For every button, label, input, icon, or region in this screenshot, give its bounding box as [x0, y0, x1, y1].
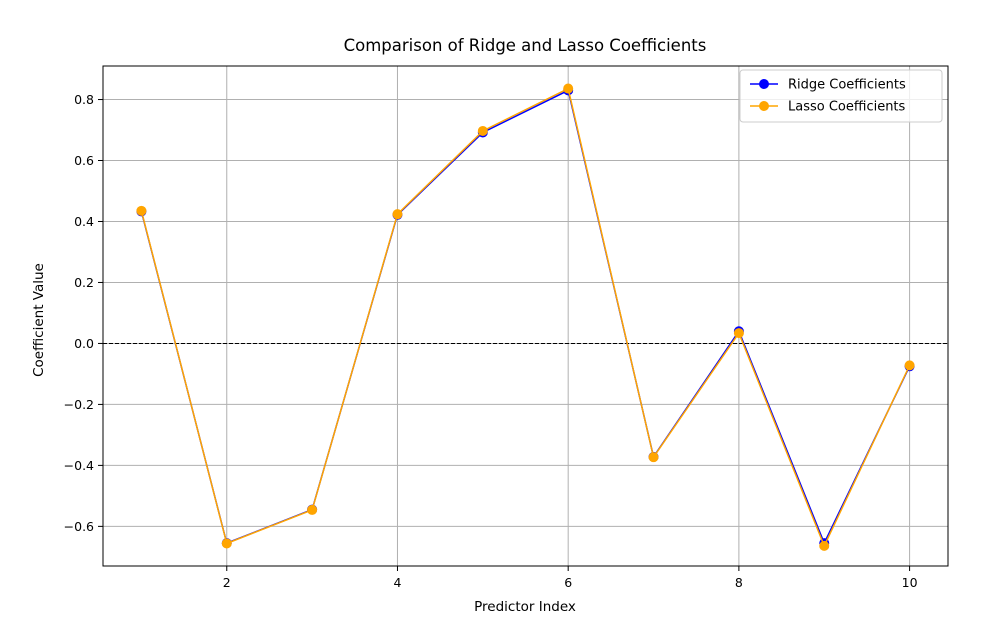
- data-point: [563, 83, 574, 94]
- x-tick-label: 8: [735, 575, 743, 590]
- y-tick-label: 0.6: [74, 153, 94, 168]
- series-line: [140, 89, 911, 545]
- y-tick-label: 0.2: [74, 275, 94, 290]
- data-point: [733, 328, 744, 339]
- legend-entry: Ridge Coefficients: [788, 78, 906, 93]
- y-tick-label: 0.4: [74, 214, 94, 229]
- data-point: [819, 540, 830, 551]
- x-tick-label: 2: [223, 575, 231, 590]
- series-lasso: [136, 83, 915, 551]
- plot-frame: [102, 65, 949, 567]
- x-tick-label: 10: [902, 575, 918, 590]
- legend: Ridge Coefficients Lasso Coefficients: [739, 69, 943, 123]
- data-point: [477, 125, 488, 136]
- legend-box: [739, 69, 943, 123]
- x-tick-label: 6: [564, 575, 572, 590]
- data-point: [392, 209, 403, 220]
- series-line: [140, 87, 911, 548]
- x-axis-label: Predictor Index: [474, 599, 576, 615]
- series-layer: [136, 83, 915, 551]
- y-tick-label: 0.8: [74, 92, 94, 107]
- legend-marker: [759, 79, 769, 89]
- y-tick-label: 0.0: [74, 336, 94, 351]
- legend-marker: [759, 101, 769, 111]
- y-tick-label: −0.6: [64, 519, 94, 534]
- grid: [103, 66, 948, 566]
- chart-title: Comparison of Ridge and Lasso Coefficien…: [344, 36, 707, 55]
- y-tick-label: −0.4: [64, 458, 94, 473]
- data-point: [307, 504, 318, 515]
- data-point: [136, 205, 147, 216]
- axis-ticks: 2 4 6 8 10 −0.6 −0.4 −0.2 0.0 0.2 0.4 0.6 0.8: [64, 92, 918, 590]
- y-axis-label: Coefficient Value: [31, 263, 47, 377]
- data-point: [904, 360, 915, 371]
- legend-entry: Lasso Coefficients: [788, 100, 906, 115]
- data-point: [221, 538, 232, 549]
- y-tick-label: −0.2: [64, 397, 94, 412]
- x-tick-label: 4: [393, 575, 401, 590]
- data-point: [648, 452, 659, 463]
